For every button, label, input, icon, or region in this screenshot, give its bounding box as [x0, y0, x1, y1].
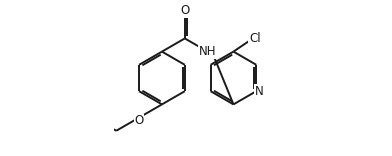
Text: O: O: [180, 4, 189, 17]
Text: Cl: Cl: [249, 32, 261, 45]
Text: O: O: [134, 115, 144, 127]
Text: NH: NH: [199, 45, 216, 58]
Text: N: N: [255, 85, 264, 98]
